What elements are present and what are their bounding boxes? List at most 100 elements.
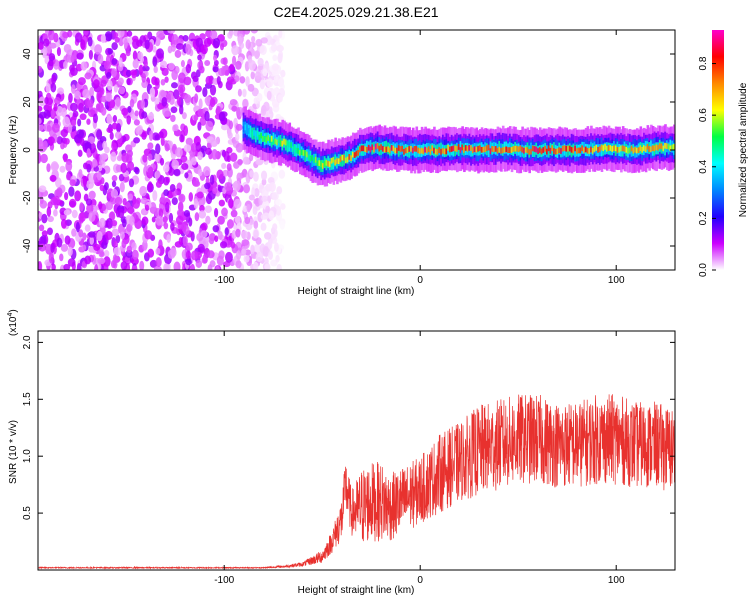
spectrogram-cell [50,109,55,118]
spectrogram-ridge-cell [263,135,267,142]
spectrogram-ridge-cell [625,146,628,153]
spectrogram-ridge-cell [546,148,549,155]
spectrogram-cell [183,209,191,217]
spectrogram-cell [88,190,96,200]
spectrogram-cell [97,164,103,172]
spectrogram-ridge-cell [434,148,438,155]
spectrogram-cell [159,157,165,166]
spectrogram-cell [163,189,170,197]
spectrogram-cell [271,192,279,201]
spectrogram-cell [143,59,148,68]
spectrogram-cell [222,57,228,66]
spectrogram-ridge-cell [454,145,457,152]
spectrogram-cell [203,37,212,48]
spectrogram-cell [51,263,56,270]
spectrogram-cell [197,151,203,161]
spectrogram-ridge-cell [351,151,355,158]
spectrogram-cell [68,198,77,208]
spectrogram-ridge-cell [417,147,420,154]
spectrogram-ridge-cell [300,149,304,156]
spectrogram-cell [63,43,72,54]
spectrogram-cell [204,205,212,214]
spectrogram-cell [191,157,197,166]
spectrogram-y-axis-label: Frequency (Hz) [8,116,19,185]
spectrogram-cell [169,184,176,192]
spectrogram-cell [229,152,238,162]
spectrogram-ridge-cell [516,145,519,152]
spectrogram-ridge-cell [530,148,533,155]
spectrogram-cell [167,249,176,260]
spectrogram-cell [245,76,250,87]
spectrogram-cell [248,218,255,225]
spectrogram-cell [38,41,44,50]
spectrogram-cell [260,170,268,181]
spectrogram-cell [85,198,93,206]
spectrogram-cell [154,77,160,86]
spectrogram-ridge-cell [260,132,263,139]
spectrogram-ridge-cell [572,147,576,154]
spectrogram-ridge-cell [673,144,675,150]
snr-x-axis-label: Height of straight line (km) [298,585,415,596]
spectrogram-cell [126,78,131,86]
colorbar: 0.0 0.2 0.4 0.6 0.8 Normalized spectral ampl… [698,30,749,277]
spectrogram-cell [195,259,203,268]
spectrogram-ridge-cell [293,144,297,157]
spectrogram-cell [174,49,182,58]
spectrogram-ridge-cell [568,145,572,152]
spectrogram-cell [265,205,271,214]
spectrogram-cell [171,69,178,81]
spectrogram-cell [185,242,193,251]
x-tick-label: 100 [608,575,625,586]
spectrogram-cell [168,62,175,71]
spectrogram-cell [99,184,104,192]
colorbar-label: Normalized spectral amplitude [738,82,749,217]
spectrogram-cell [38,65,43,74]
spectrogram-ridge-cell [561,145,565,152]
y-tick-label: 0 [22,147,33,153]
spectrogram-ridge-cell [616,146,620,153]
spectrogram-ridge-cell [450,146,454,152]
spectrogram-cell [253,229,259,239]
spectrogram-cell [51,74,57,85]
spectrogram-ridge-cell [366,146,369,153]
spectrogram-ridge-cell [655,144,658,151]
spectrogram-cell [64,235,71,245]
spectrogram-cell [129,215,135,226]
spectrogram-ridge-cell [583,147,586,154]
spectrogram-ridge-cell [314,156,318,163]
spectrogram-cell [257,211,263,223]
spectrogram-cell [227,131,233,140]
spectrogram-ridge-cell [547,145,551,158]
spectrogram-cell [70,67,78,76]
spectrogram-cell [67,30,73,38]
spectrogram-ridge-cell [438,147,442,153]
spectrogram-cell [130,69,138,76]
spectrogram-cell [205,215,211,225]
spectrogram-ridge-cell [475,146,479,153]
spectrogram-cell [72,110,79,118]
spectrogram-cell [175,147,183,158]
spectrogram-ridge-cell [556,148,560,155]
spectrogram-cell [233,198,242,209]
spectrogram-ridge-cell [396,147,399,154]
spectrogram-cell [231,105,238,112]
spectrogram-ridge-cell [433,147,436,154]
spectrogram-cell [57,87,64,95]
spectrogram-cell [204,182,211,190]
spectrogram-cell [254,50,260,60]
spectrogram-cell [105,217,114,229]
spectrogram-ridge-cell [671,144,674,151]
spectrogram-cell [247,83,255,92]
spectrogram-ridge-cell [344,150,348,163]
spectrogram-cell [40,153,48,164]
spectrogram-cell [226,163,232,171]
spectrogram-cell [68,186,75,197]
spectrogram-ridge-cell [369,140,373,153]
spectrogram-ridge-cell [429,148,433,155]
spectrogram-cell [207,250,215,259]
spectrogram-cell [223,151,230,162]
spectrogram-cell [160,78,166,86]
spectrogram-cell [53,103,58,112]
spectrogram-cell [228,198,234,209]
spectrogram-ridge-cell [512,146,516,152]
